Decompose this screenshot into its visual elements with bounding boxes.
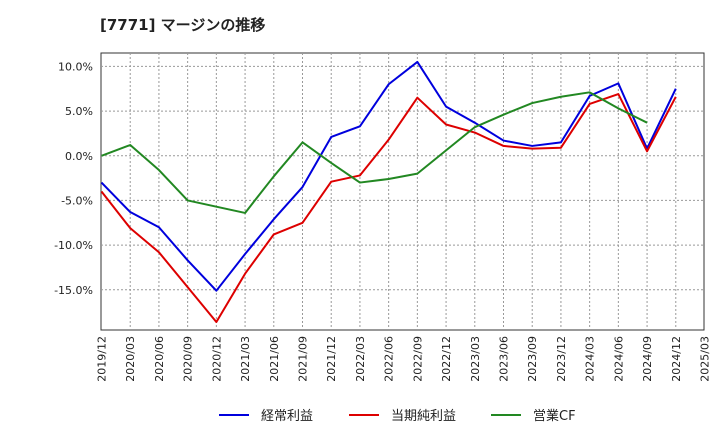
legend-label: 営業CF <box>533 408 576 424</box>
x-tick-label: 2021/09 <box>297 336 310 382</box>
series-line-1 <box>100 93 677 323</box>
x-tick-label: 2021/06 <box>268 336 281 382</box>
x-tick-label: 2022/12 <box>440 336 453 382</box>
x-tick-label: 2022/03 <box>354 336 367 382</box>
plot-area <box>100 52 705 331</box>
x-tick-label: 2020/03 <box>124 336 137 382</box>
x-tick-label: 2024/09 <box>641 336 654 382</box>
x-tick-label: 2023/09 <box>526 336 539 382</box>
x-tick-label: 2024/12 <box>670 336 683 382</box>
grid-layer <box>101 53 704 330</box>
y-tick-label: -10.0% <box>54 239 93 252</box>
x-tick-label: 2023/12 <box>555 336 568 382</box>
x-axis: 2019/12 2020/03 2020/06 2020/09 2020/12 2021/… <box>96 336 712 382</box>
x-tick-label: 2021/12 <box>325 336 338 382</box>
legend-label: 経常利益 <box>261 409 313 424</box>
x-tick-label: 2022/09 <box>411 336 424 382</box>
y-tick-label: 0.0% <box>65 150 93 163</box>
y-tick-label: 5.0% <box>65 105 93 118</box>
x-tick-label: 2023/06 <box>498 336 511 382</box>
series-line-0 <box>100 60 677 292</box>
x-tick-label: 2024/03 <box>584 336 597 382</box>
x-tick-label: 2021/03 <box>239 336 252 382</box>
x-tick-label: 2020/09 <box>182 336 195 382</box>
x-tick-label: 2024/06 <box>612 336 625 382</box>
x-tick-label: 2022/06 <box>383 336 396 382</box>
series-layer <box>100 60 677 323</box>
y-tick-label: 10.0% <box>58 60 93 73</box>
x-tick-label: 2019/12 <box>96 336 109 382</box>
y-axis: 10.0% 5.0% 0.0% -5.0% -10.0% -15.0% <box>54 60 93 296</box>
x-tick-label: 2020/06 <box>153 336 166 382</box>
y-tick-label: -5.0% <box>61 194 93 207</box>
series-line-2 <box>101 91 648 214</box>
chart-title: [7771] マージンの推移 <box>100 16 266 34</box>
legend-label: 当期純利益 <box>391 409 456 424</box>
x-tick-label: 2023/03 <box>469 336 482 382</box>
x-tick-label: 2025/03 <box>699 336 712 382</box>
y-tick-label: -15.0% <box>54 284 93 297</box>
x-tick-label: 2020/12 <box>210 336 223 382</box>
legend: 経常利益 当期純利益 営業CF <box>219 408 576 424</box>
